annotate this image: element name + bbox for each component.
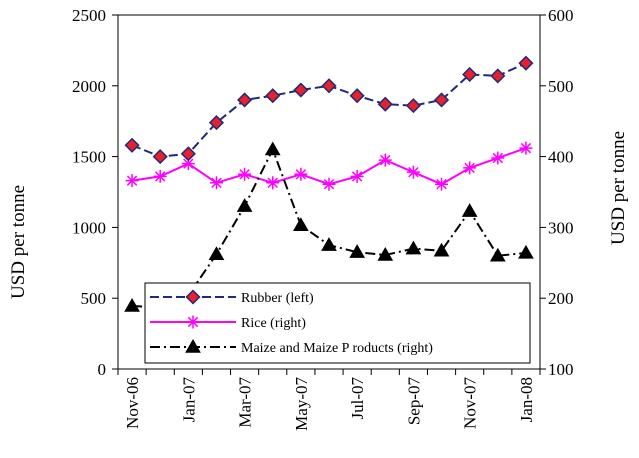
data-point [236, 198, 253, 212]
data-point [405, 98, 421, 114]
left-tick-label: 0 [98, 360, 107, 379]
data-point [265, 88, 281, 104]
left-tick-label: 2500 [72, 6, 106, 25]
data-point [518, 55, 534, 71]
data-point [180, 146, 196, 162]
right-tick-label: 300 [548, 218, 574, 237]
x-tick-label: Nov-07 [461, 377, 480, 429]
data-point [264, 141, 281, 156]
data-point [461, 203, 478, 217]
data-point [491, 151, 505, 165]
legend-label: Maize and Maize P roducts (right) [241, 341, 433, 356]
data-point [293, 82, 309, 98]
legend-label: Rubber (left) [241, 291, 314, 306]
data-point [519, 141, 533, 155]
right-tick-label: 100 [548, 360, 574, 379]
data-point [321, 78, 337, 94]
data-point [237, 92, 253, 108]
left-y-ticks: 0 500 1000 1500 2000 2500 [72, 6, 118, 379]
left-tick-label: 1000 [72, 218, 106, 237]
data-point [124, 137, 140, 153]
left-tick-label: 2000 [72, 77, 106, 96]
data-point [125, 174, 139, 188]
data-point [378, 153, 392, 167]
data-point [124, 297, 140, 312]
x-tick-label: Jul-07 [348, 377, 367, 420]
series-rubber-left [124, 55, 534, 165]
series-rice-right [125, 141, 533, 191]
data-point [489, 247, 506, 262]
data-point [321, 237, 337, 251]
data-point [518, 244, 534, 259]
data-point [293, 217, 309, 232]
right-y-axis-title: USD per tonne [608, 131, 629, 245]
legend-marker [185, 338, 201, 353]
right-y-ticks: 100 200 300 400 500 600 [540, 6, 574, 379]
x-ticks: Nov-06 Jan-07 Mar-07 May-07 Jul-07 Sep-07 Nov-… [117, 369, 541, 431]
data-point [463, 161, 477, 175]
data-point [208, 246, 225, 261]
data-point [209, 176, 223, 190]
data-point [349, 88, 365, 104]
legend: Rubber (left) Rice (right) Maize and Maize… [144, 282, 531, 364]
right-tick-label: 500 [548, 77, 574, 96]
data-point [181, 157, 195, 171]
data-point [294, 167, 308, 181]
x-tick-label: Mar-07 [236, 377, 255, 428]
left-tick-label: 500 [81, 289, 107, 308]
x-tick-label: Jan-08 [517, 377, 536, 422]
legend-marker [186, 315, 200, 329]
data-point [377, 96, 393, 112]
legend-label: Rice (right) [241, 316, 306, 331]
data-point [433, 242, 450, 257]
left-y-axis-title: USD per tonne [8, 185, 29, 299]
x-tick-label: Jan-07 [179, 377, 198, 423]
axes [117, 14, 541, 370]
data-point [405, 240, 422, 255]
left-tick-label: 1500 [72, 148, 106, 167]
right-tick-label: 400 [548, 148, 574, 167]
data-point [238, 167, 252, 181]
data-point [349, 244, 365, 258]
data-point [153, 169, 167, 183]
data-point [350, 169, 364, 183]
data-point [406, 165, 420, 179]
legend-marker [185, 289, 201, 305]
x-tick-label: Sep-07 [404, 377, 423, 426]
data-point [435, 177, 449, 191]
right-tick-label: 600 [548, 6, 574, 25]
right-tick-label: 200 [548, 289, 574, 308]
data-point [377, 247, 394, 261]
data-point [433, 92, 450, 108]
data-point [322, 177, 336, 191]
x-tick-label: May-07 [292, 377, 311, 431]
x-tick-label: Nov-06 [123, 377, 142, 429]
data-point [490, 68, 506, 84]
data-point [462, 66, 478, 83]
data-point [152, 149, 168, 165]
data-point [208, 115, 225, 131]
data-point [266, 176, 280, 190]
plot-frame [117, 14, 541, 370]
series-group [124, 55, 534, 314]
